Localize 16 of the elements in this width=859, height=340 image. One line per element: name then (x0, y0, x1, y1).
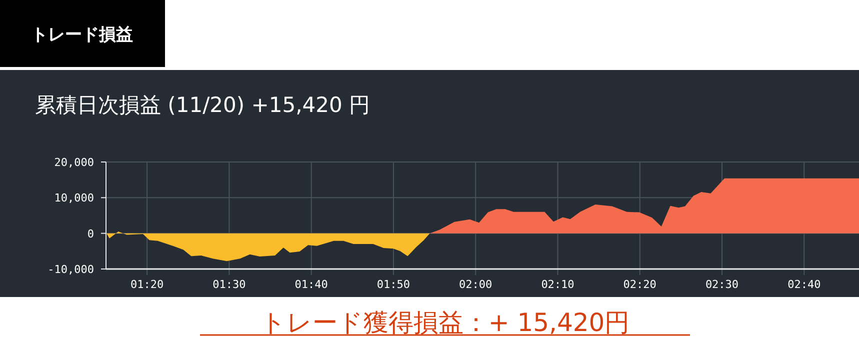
x-tick-label: 01:50 (376, 278, 410, 291)
y-tick-label: -10,000 (48, 263, 94, 276)
text: トレード獲得損益：+ 15,420円 (260, 308, 630, 337)
x-tick-label: 01:20 (130, 278, 164, 291)
text: トレード損益 (31, 25, 133, 45)
x-tick-label: 02:40 (788, 278, 821, 291)
x-tick-label: 02:10 (541, 278, 574, 291)
y-tick-label: 20,000 (54, 156, 94, 169)
chart-title: 累積日次損益 (11/20) +15,420 円 (35, 93, 370, 117)
y-tick-label: 10,000 (54, 192, 94, 205)
x-tick-label: 02:00 (459, 278, 492, 291)
y-tick-label: 0 (87, 227, 94, 240)
x-tick-label: 01:30 (212, 278, 246, 291)
x-tick-label: 01:40 (294, 278, 328, 291)
x-tick-label: 02:20 (623, 278, 656, 291)
x-tick-label: 02:30 (705, 278, 739, 291)
